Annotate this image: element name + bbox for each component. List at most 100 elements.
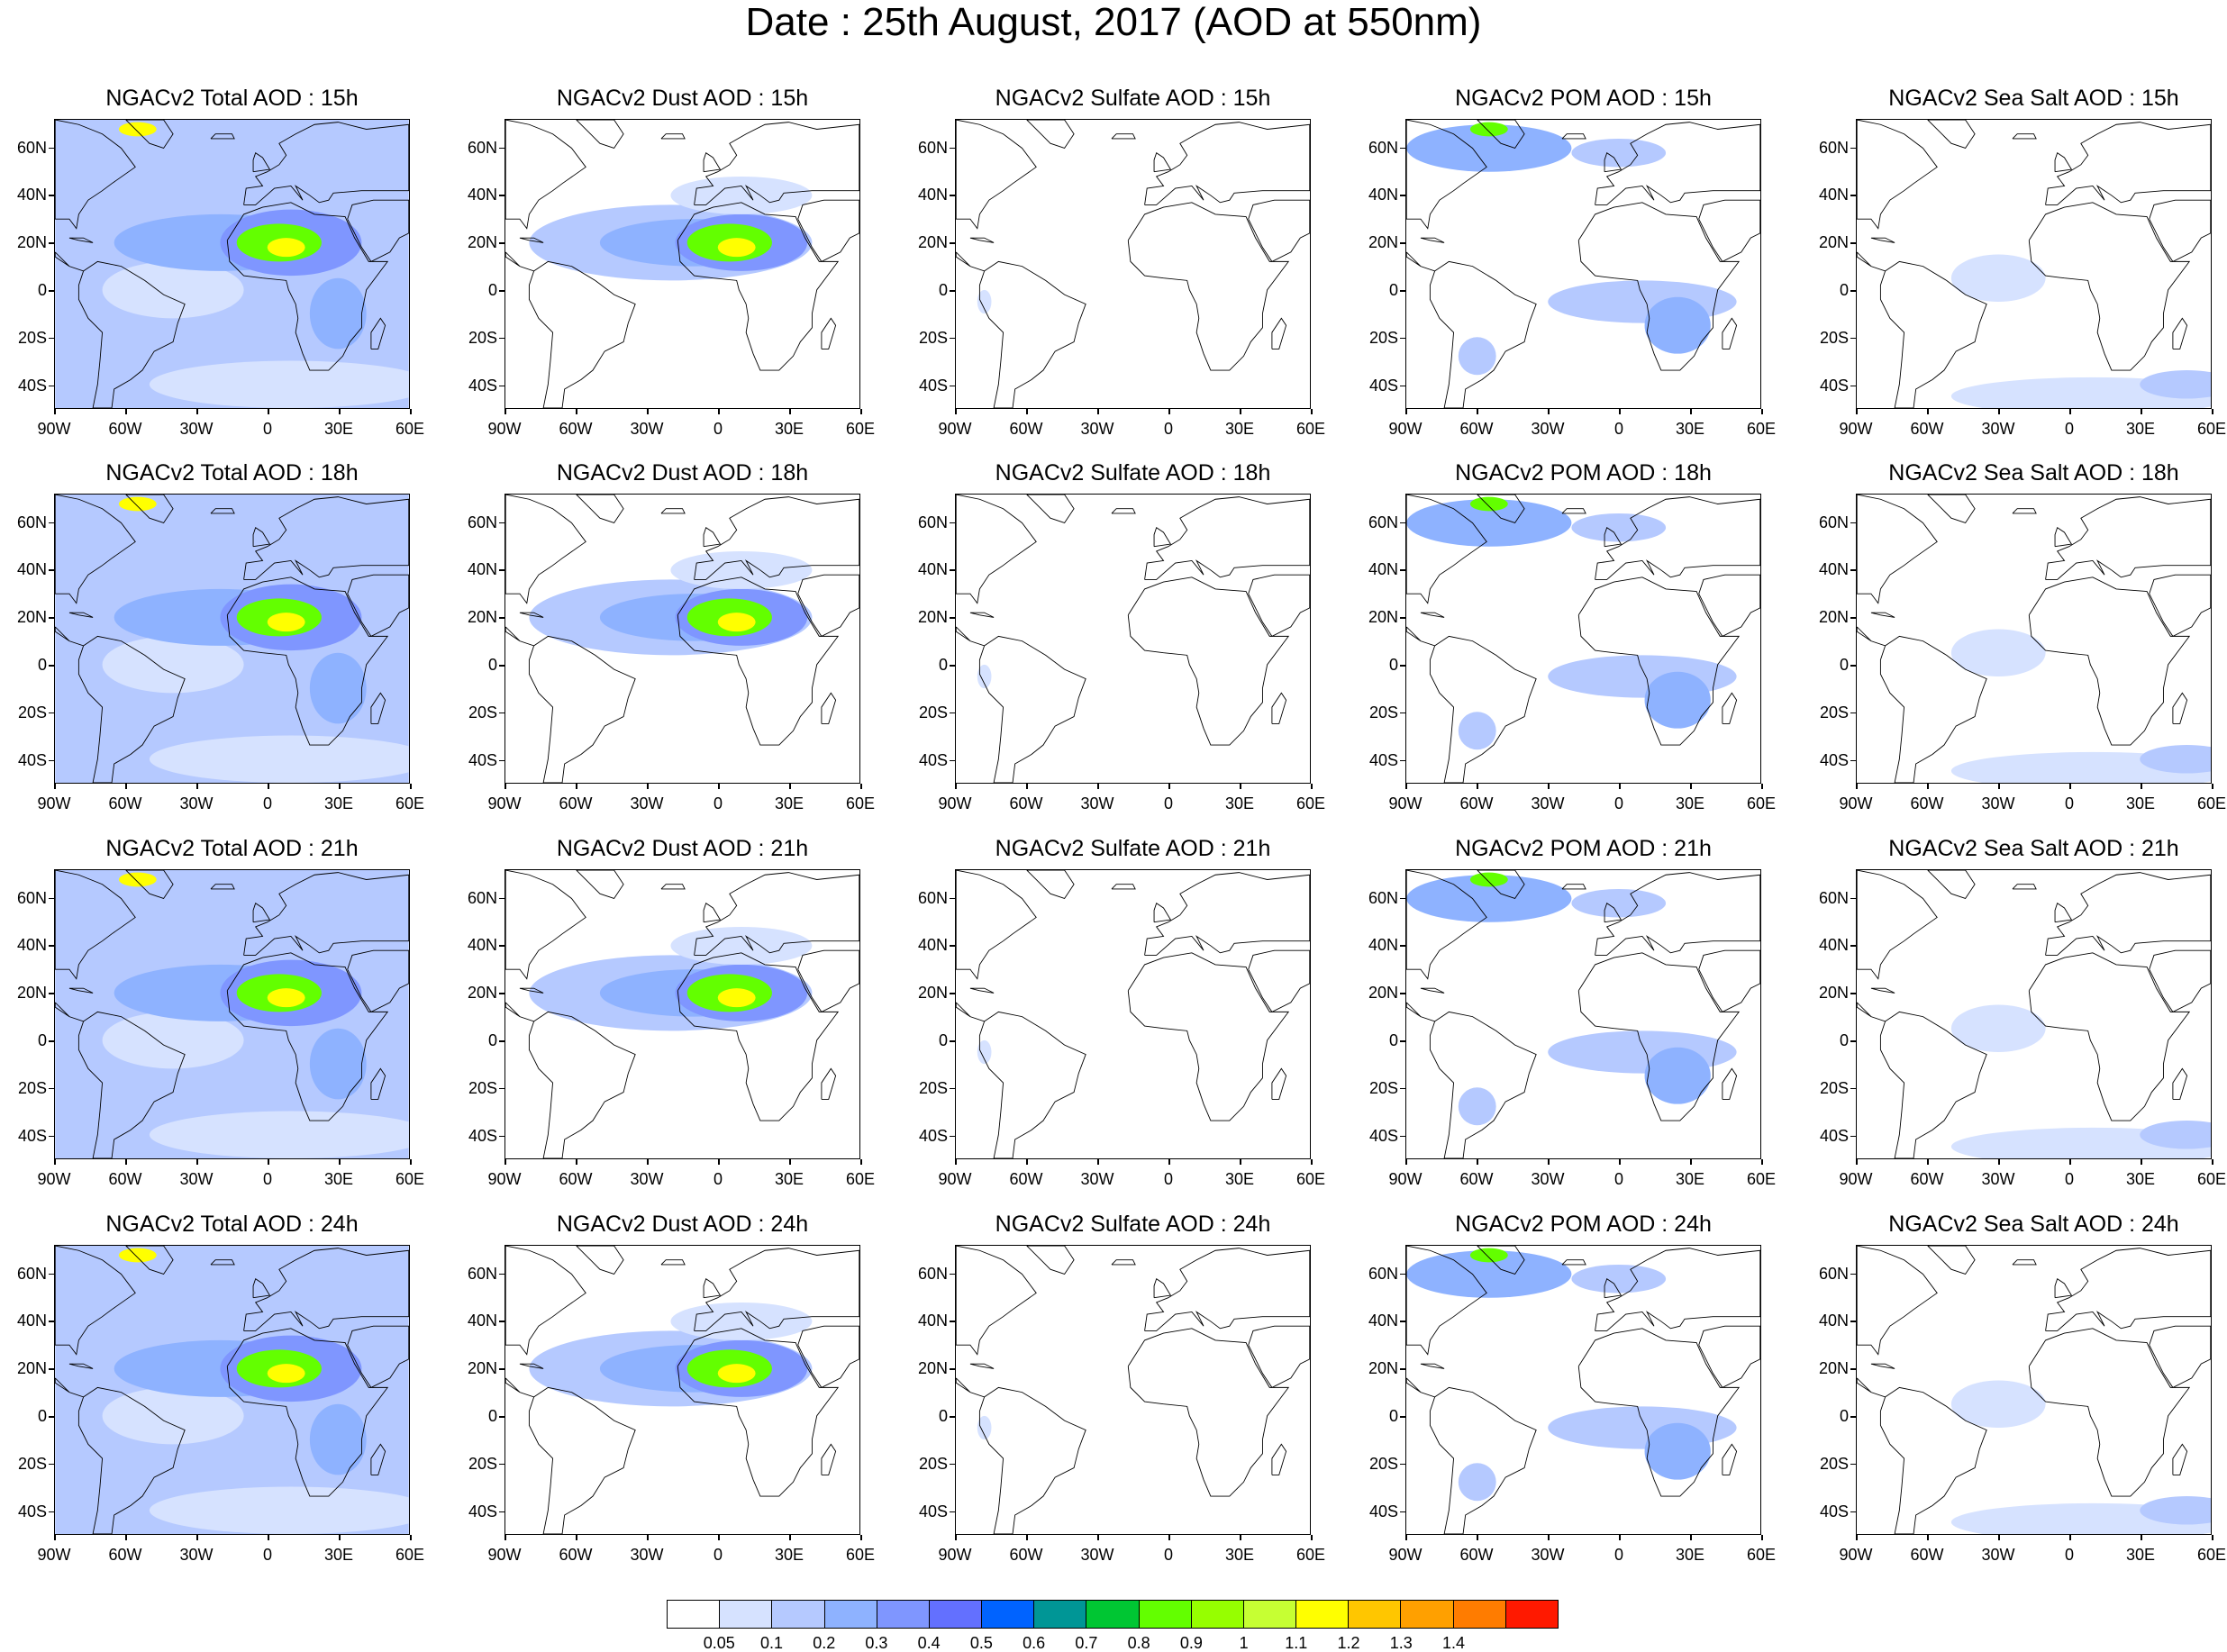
coastline [1477, 1246, 1525, 1275]
lat-tick-label: 40S [17, 1502, 47, 1520]
coastline [1698, 949, 1760, 1012]
lat-tick [950, 290, 955, 292]
lon-tick-label: 0 [1163, 1170, 1173, 1188]
lon-tick [1026, 1535, 1028, 1540]
coastline [2172, 692, 2188, 724]
lon-tick [125, 784, 127, 789]
lon-tick-label: 60E [2196, 420, 2227, 438]
colorbar-swatch [1401, 1601, 1454, 1628]
lon-tick [1619, 1535, 1621, 1540]
coastline [519, 987, 544, 994]
panel-title: NGACv2 Sulfate AOD : 18h [995, 460, 1271, 486]
coastline [1271, 317, 1287, 349]
lat-tick [1850, 337, 1856, 340]
coastline [1406, 251, 1537, 408]
lat-tick [49, 242, 54, 244]
lat-tick [950, 569, 955, 571]
coastline [2149, 199, 2211, 262]
lon-tick [1477, 1159, 1478, 1165]
coastline [55, 1246, 136, 1356]
lon-tick-label: 60W [1009, 420, 1043, 438]
lon-tick [1477, 409, 1478, 414]
coastline [660, 884, 686, 890]
coastline [1406, 1002, 1537, 1158]
panel-title: NGACv2 Sea Salt AOD : 15h [1888, 86, 2179, 111]
lat-tick-label: 40S [17, 1126, 47, 1145]
lat-tick [950, 337, 955, 340]
coastline [1406, 1246, 1487, 1356]
lat-tick-label: 60N [467, 888, 497, 907]
coastline [1127, 1328, 1290, 1497]
coastline [1561, 884, 1586, 890]
coastline [55, 870, 136, 980]
colorbar-label: 0.7 [1075, 1634, 1098, 1652]
lat-tick-label: 40S [468, 750, 497, 769]
lon-tick-label: 30W [630, 794, 664, 812]
lat-tick [49, 195, 54, 196]
lat-tick-label: 20N [16, 1359, 47, 1378]
lat-tick [49, 1273, 54, 1275]
colorbar-swatch [1139, 1601, 1192, 1628]
colorbar-label: 1.1 [1285, 1634, 1308, 1652]
map-canvas [505, 495, 859, 783]
lon-tick [1240, 784, 1241, 789]
lon-tick-label: 60W [559, 794, 593, 812]
lat-tick-label: 20S [918, 703, 948, 722]
coastline [1595, 496, 1760, 580]
lon-tick [1619, 1159, 1621, 1165]
lon-tick [955, 784, 957, 789]
coastline [2045, 1248, 2211, 1331]
map-canvas [1857, 120, 2211, 408]
lon-tick-label: 60W [559, 1546, 593, 1564]
coastline [68, 1363, 94, 1369]
lat-tick [1850, 1273, 1856, 1275]
map-canvas [55, 495, 409, 783]
lat-tick-label: 60N [16, 888, 47, 907]
lat-tick-label: 40N [467, 936, 497, 955]
lat-tick [499, 242, 504, 244]
lat-tick-label: 20S [1819, 328, 1849, 347]
lon-tick-label: 90W [37, 420, 71, 438]
lon-tick [1168, 409, 1170, 414]
lon-tick-label: 0 [262, 1170, 272, 1188]
lat-tick-label: 20S [17, 703, 47, 722]
lon-tick [647, 1159, 649, 1165]
lat-tick-label: 40S [17, 750, 47, 769]
lat-tick-label: 20S [1819, 1454, 1849, 1473]
lat-tick [1400, 897, 1405, 900]
lat-tick-label: 20N [16, 233, 47, 252]
lon-tick [955, 1535, 957, 1540]
coastline [660, 508, 686, 514]
lon-tick-label: 60W [1910, 1170, 1944, 1188]
coastline [821, 1443, 837, 1475]
lat-tick [1400, 1511, 1405, 1513]
map-panel-total [54, 119, 410, 409]
aod-field-patch [118, 872, 157, 887]
coastline [1561, 508, 1586, 514]
lon-tick-label: 0 [1613, 1170, 1623, 1188]
lat-tick-label: 20N [467, 233, 497, 252]
lat-tick-label: 60N [467, 1264, 497, 1283]
coastline [1722, 1443, 1738, 1475]
aod-field-patch [1469, 872, 1508, 887]
lat-tick [1850, 522, 1856, 524]
colorbar-swatch [1349, 1601, 1402, 1628]
lon-tick [1405, 784, 1407, 789]
lon-tick [410, 1535, 412, 1540]
colorbar-label: 0.9 [1179, 1634, 1203, 1652]
lat-tick [1850, 569, 1856, 571]
coastline [797, 949, 859, 1012]
lat-tick [950, 195, 955, 196]
coastline [956, 251, 1086, 408]
lon-tick-label: 30W [179, 420, 214, 438]
lat-tick [1400, 759, 1405, 762]
lon-tick [2141, 409, 2142, 414]
map-panel-pom [1405, 869, 1761, 1159]
colorbar-swatch [1296, 1601, 1350, 1628]
coastline [252, 1278, 271, 1299]
lat-tick-label: 40N [1818, 186, 1849, 204]
lon-tick [504, 1159, 506, 1165]
coastline [1477, 870, 1525, 900]
lon-tick-label: 90W [1388, 420, 1423, 438]
lon-tick [2141, 1535, 2142, 1540]
